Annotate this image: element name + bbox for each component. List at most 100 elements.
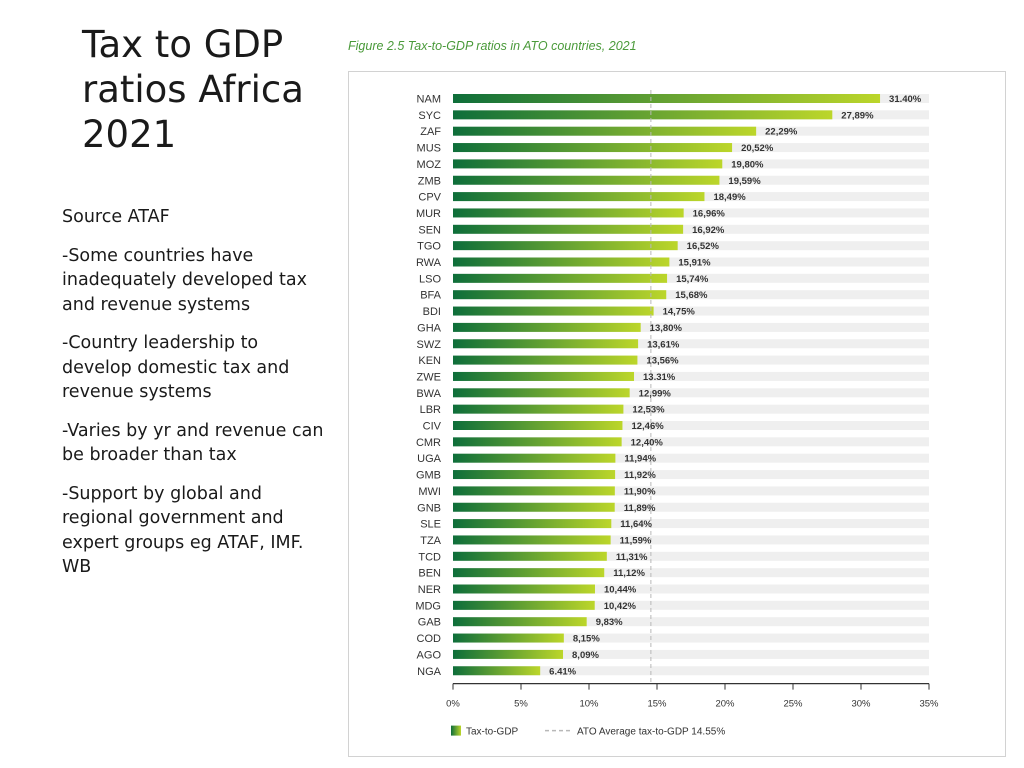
bar-nga [453,666,541,676]
bar-track [453,241,929,251]
value-label: 13.31% [643,372,676,383]
x-tick-label: 0% [446,699,460,710]
bar-mus [453,143,733,153]
bar-track [453,535,929,545]
bar-track [453,371,929,381]
value-label: 18,49% [713,192,746,203]
bar-track [453,502,929,512]
category-label: MDG [415,600,441,612]
bar-cpv [453,192,705,202]
value-label: 11,12% [613,568,645,579]
bar-uga [453,453,616,463]
bar-track [453,568,929,578]
bar-sle [453,519,612,529]
bar-track [453,633,929,643]
bar-track [453,584,929,594]
bar-gnb [453,502,615,512]
bar-sen [453,224,684,234]
bar-track [453,470,929,480]
category-label: BEN [418,568,441,580]
bar-gmb [453,470,616,480]
category-label: SWZ [417,339,442,351]
value-label: 14,75% [663,307,696,318]
value-label: 16,96% [693,208,726,219]
value-label: 11,94% [624,454,656,465]
bar-mwi [453,486,615,496]
category-label: CPV [418,192,441,204]
bar-track [453,322,929,332]
bar-cod [453,633,564,643]
value-label: 8,15% [573,634,600,645]
bar-nam [453,94,881,103]
bullet-varies-by-year: -Varies by yr and revenue can be broader… [62,420,324,466]
category-label: UGA [417,453,442,465]
bar-syc [453,110,833,120]
value-label: 12,53% [632,405,665,416]
bar-gab [453,617,587,627]
bar-track [453,273,929,283]
category-label: COD [417,633,442,645]
category-label: RWA [416,257,442,269]
value-label: 16,52% [687,241,720,252]
bar-bfa [453,290,667,300]
value-label: 15,91% [678,258,711,269]
value-label: 12,46% [631,421,664,432]
value-label: 11,31% [616,552,648,563]
value-label: 13,56% [646,356,679,367]
x-tick-label: 30% [851,699,871,710]
value-label: 15,74% [676,274,709,285]
bullet-list: Source ATAF -Some countries have inadequ… [62,205,332,594]
bar-chart: NAM SYC ZAF MUS MOZ ZMB CPV MUR SEN TGO RWA LSO BFA B… [415,90,939,738]
category-label: SEN [418,224,441,236]
value-label: 10,44% [604,585,637,596]
bar-ago [453,649,564,659]
bar-track [453,257,929,267]
value-label: 12,40% [631,437,664,448]
category-label: SYC [418,110,441,122]
value-label: 9,83% [596,617,623,628]
bar-track [453,208,929,218]
category-label: MUR [416,208,441,220]
category-label: BDI [423,306,441,318]
category-label: TZA [420,535,441,547]
bar-track [453,649,929,659]
value-label: 16,92% [692,225,725,236]
value-label: 15,68% [675,290,708,301]
bar-ken [453,355,638,365]
category-label: MOZ [417,159,442,171]
bar-tcd [453,551,607,561]
bar-track [453,519,929,529]
x-tick-label: 35% [919,699,939,710]
value-label: 11,89% [624,503,656,514]
bar-mdg [453,600,595,610]
bar-track [453,306,929,316]
bar-track [453,666,929,676]
category-label: SLE [420,519,441,531]
value-label: 11,64% [620,519,652,530]
category-label: ZWE [417,371,441,383]
bar-track [453,404,929,414]
value-label: 31.40% [889,94,922,105]
bar-bdi [453,306,654,316]
category-label: LBR [420,404,441,416]
bar-track [453,600,929,610]
bar-track [453,388,929,398]
category-label: AGO [417,649,442,661]
bar-track [453,486,929,496]
bar-tgo [453,241,678,251]
bar-swz [453,339,639,349]
category-label: MUS [417,143,441,155]
value-label: 12,99% [639,388,672,399]
bar-gha [453,322,641,332]
bar-lso [453,273,668,283]
category-label: MWI [418,486,441,498]
bar-zwe [453,371,635,381]
x-tick-label: 25% [783,699,803,710]
category-label: TCD [418,551,441,563]
bar-cmr [453,437,622,447]
value-label: 13,80% [650,323,683,334]
category-label: NAM [417,94,441,106]
category-label: TGO [417,241,441,253]
legend-label-ato-average: ATO Average tax-to-GDP 14.55% [577,727,725,738]
category-label: KEN [418,355,441,367]
